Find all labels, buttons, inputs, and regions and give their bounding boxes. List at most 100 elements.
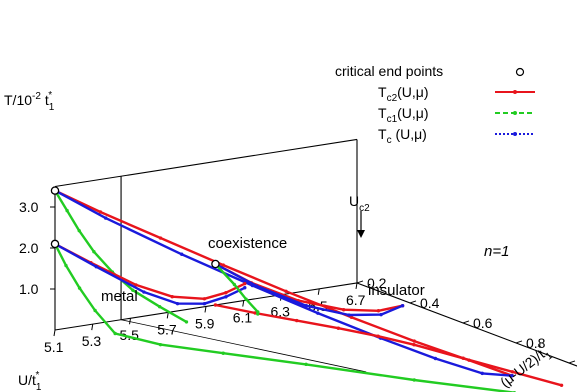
series-point-tc1_top: [65, 208, 69, 213]
series-point-tc2_low: [336, 326, 341, 330]
legend-swatch-point: [513, 90, 517, 94]
series-line-tc1_top: [53, 189, 188, 323]
series-point-tc2_top: [284, 289, 288, 294]
x-axis-label: U/t1*: [18, 370, 42, 392]
legend-label-sub: c1: [387, 114, 398, 125]
series-line-tc1_mid: [53, 243, 515, 392]
series-point-tc_mid: [243, 286, 247, 290]
series-line-tc_bottom: [214, 262, 404, 317]
series-point-tc1_mid: [113, 331, 117, 336]
series-point-tc_mid: [224, 295, 228, 299]
series-point-tc_mid: [94, 265, 98, 269]
series-point-tc1_top: [184, 320, 189, 324]
critical-end-point: [211, 259, 220, 269]
x-tick-mark: [317, 288, 320, 295]
series-point-tc1_top: [77, 228, 81, 233]
legend-swatch-point: [513, 111, 517, 115]
series-point-tc2_low: [510, 370, 515, 374]
series-point-tc2_low: [412, 343, 416, 347]
x-tick-mark: [242, 300, 245, 307]
region-label-insulator: insulator: [368, 282, 425, 299]
y-tick-label: 0.6: [473, 315, 493, 331]
legend-label-rest: (U,μ): [397, 105, 428, 121]
region-label-coexistence: coexistence: [208, 235, 287, 252]
x-tick-mark: [129, 318, 131, 325]
series-point-tc_mid: [175, 301, 180, 306]
legend-label-main: T: [378, 126, 387, 142]
series-point-tc1_top: [92, 249, 96, 254]
series-point-tc2_low: [559, 383, 564, 388]
series-point-tc2_top: [412, 339, 416, 343]
back-top-edge: [54, 138, 358, 188]
series-point-tc2_bottom: [341, 308, 346, 312]
y-tick-label: 0.2: [367, 275, 387, 291]
series-point-tc_mid: [142, 290, 146, 294]
y-tick-mark: [515, 340, 523, 344]
x-tick-label: 5.1: [44, 339, 64, 355]
series-line-tc2_mid: [54, 242, 246, 300]
series-point-tc2_low: [213, 303, 218, 307]
legend-label: Tc1(U,μ): [378, 105, 429, 125]
x-tick-label: 6.1: [233, 310, 253, 326]
legend-header: critical end points: [335, 63, 443, 79]
x-tick-mark: [53, 329, 56, 337]
series-point-tc2_mid: [202, 297, 207, 301]
series-point-tc2_top: [221, 263, 225, 267]
z-tick-label: 1.0: [19, 281, 39, 297]
series-point-tc2_top: [349, 315, 354, 319]
legend-label-main: T: [378, 105, 387, 121]
x-tick-mark: [355, 282, 358, 290]
uc2-label: Uc2: [349, 193, 370, 214]
series-point-tc_top: [480, 371, 484, 376]
series-point-tc_bottom: [379, 312, 383, 317]
z-tick-label: 3.0: [19, 199, 39, 215]
z-axis-label: T/10-2 t1*: [4, 90, 55, 113]
series-point-tc1_top: [157, 304, 162, 309]
series-point-tc_top: [179, 252, 184, 256]
series-point-tc1_mid: [77, 286, 82, 290]
series-point-tc1_mid: [304, 362, 308, 367]
legend-label-rest: (U,μ): [392, 126, 427, 142]
legend-label-sub: c: [387, 135, 392, 146]
series-point-tc_mid: [202, 302, 207, 306]
series-point-tc_top: [316, 311, 320, 315]
series-point-tc_bottom: [254, 284, 259, 288]
critical-end-point: [50, 239, 60, 249]
region-label-metal: metal: [101, 288, 138, 305]
x-tick-label: 5.3: [82, 333, 102, 349]
y-tick-label: 0.8: [526, 335, 546, 351]
series-point-tc1_bottom: [244, 297, 248, 301]
legend-cep-marker: [515, 67, 525, 77]
series-point-tc_bottom: [400, 304, 405, 308]
uc2-arrow-head: [357, 230, 365, 238]
series-point-tc_top: [433, 356, 438, 361]
x-tick-mark: [204, 306, 207, 313]
series-point-tc1_mid: [412, 378, 416, 382]
legend-label: Tc (U,μ): [378, 126, 427, 146]
series-point-tc2_mid: [170, 295, 174, 299]
legend-swatch-point: [513, 132, 517, 136]
x-tick-label: 5.9: [195, 315, 215, 331]
legend-label-sub: c2: [387, 93, 398, 104]
n-label: n=1: [484, 243, 509, 260]
series-point-tc2_low: [461, 356, 465, 360]
y-tick-mark: [462, 320, 470, 324]
series-point-tc2_bottom: [376, 309, 381, 313]
series-point-tc1_mid: [158, 342, 163, 347]
series-point-tc_top: [510, 373, 514, 378]
series-point-tc1_bottom: [256, 312, 260, 316]
series-point-tc2_mid: [134, 283, 138, 287]
series-point-tc2_low: [295, 318, 299, 323]
x-tick-label: 5.7: [157, 321, 177, 337]
legend-label-main: T: [378, 84, 387, 100]
series-point-tc2_mid: [243, 281, 247, 286]
x-tick-label: 6.7: [346, 292, 366, 308]
series-point-tc_bottom: [304, 303, 308, 308]
y-tick-mark: [356, 280, 364, 284]
axes-frame: [54, 138, 577, 373]
y-tick-mark: [409, 300, 417, 304]
y-axis-line: [356, 282, 577, 367]
x-tick-mark: [166, 312, 169, 319]
y-tick-label: 0.4: [420, 295, 440, 311]
